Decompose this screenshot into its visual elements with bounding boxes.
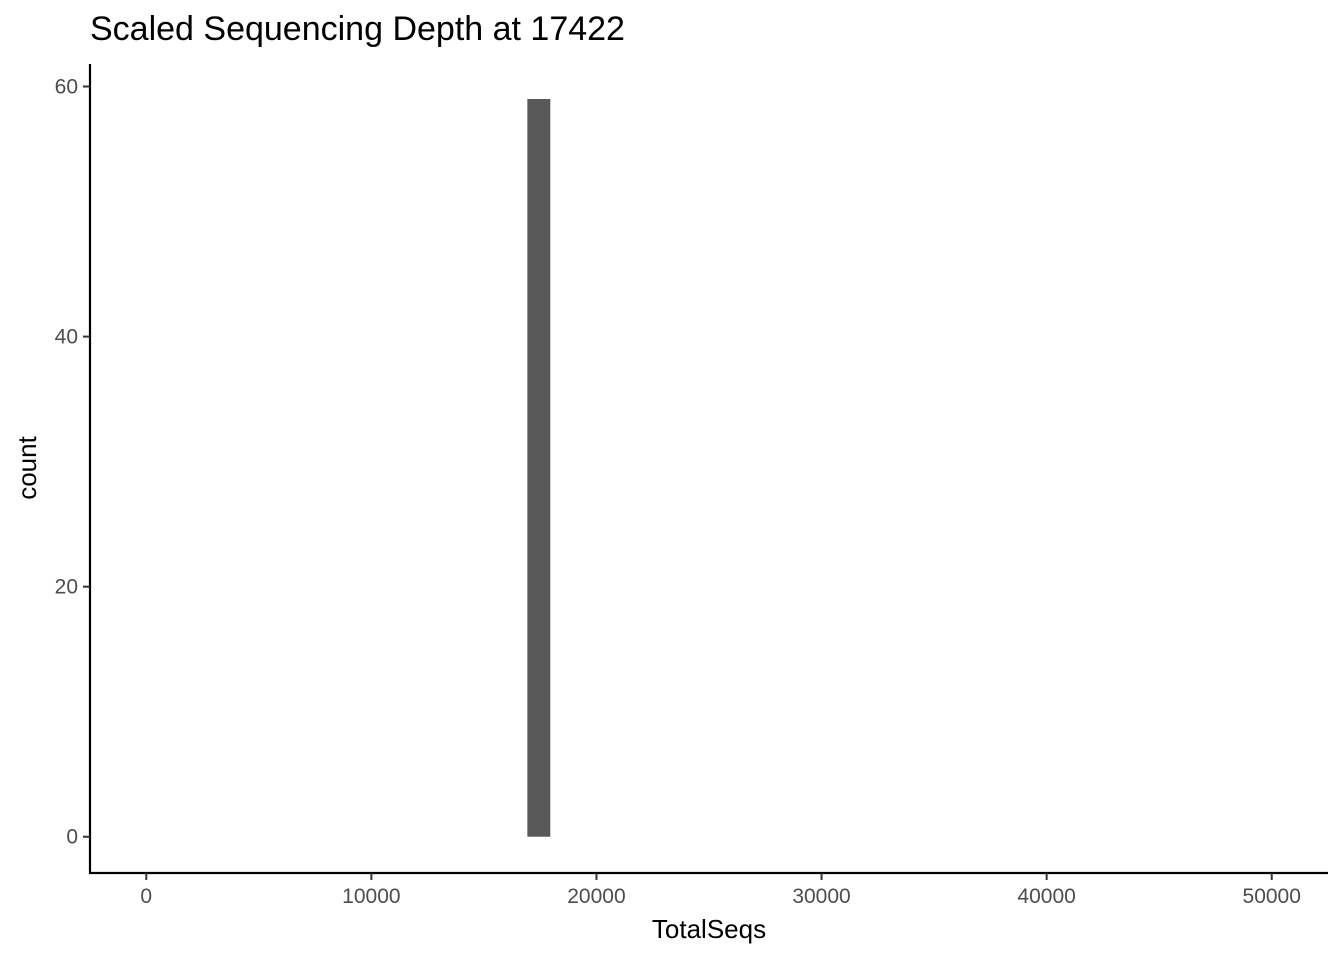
x-axis-ticks: 0 10000 20000 30000 40000 50000 (140, 873, 1301, 908)
x-tick-label: 30000 (792, 885, 850, 908)
x-tick-label: 0 (140, 885, 152, 908)
x-tick-label: 20000 (567, 885, 625, 908)
y-axis-ticks: 0 20 40 60 (55, 76, 90, 849)
x-tick-label: 40000 (1017, 885, 1075, 908)
y-tick-label: 40 (55, 326, 78, 349)
x-tick-label: 50000 (1243, 885, 1301, 908)
chart-title: Scaled Sequencing Depth at 17422 (90, 10, 625, 48)
y-tick-label: 60 (55, 76, 78, 99)
histogram-bar-0 (527, 99, 551, 837)
y-tick-label: 0 (66, 826, 78, 849)
y-axis-title: count (12, 435, 42, 499)
x-axis-title: TotalSeqs (652, 914, 766, 944)
y-tick-label: 20 (55, 576, 78, 599)
bars-layer (527, 99, 551, 837)
x-tick-label: 10000 (342, 885, 400, 908)
